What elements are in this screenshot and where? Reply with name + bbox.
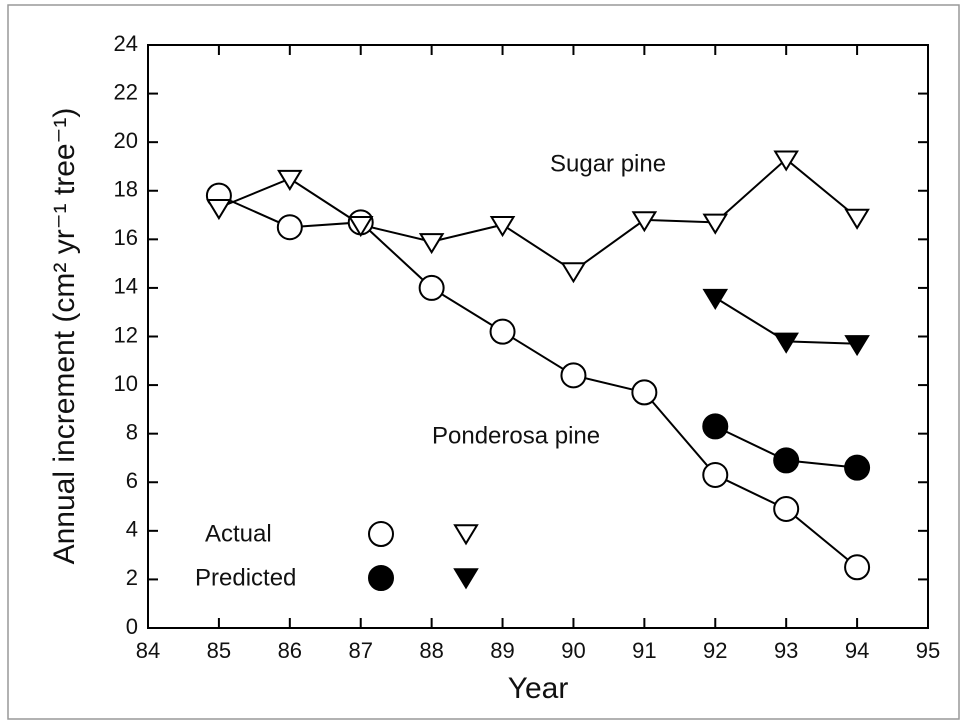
y-tick-label: 22	[114, 79, 138, 104]
x-tick-label: 88	[419, 638, 443, 663]
x-tick-label: 94	[845, 638, 869, 663]
y-tick-label: 10	[114, 371, 138, 396]
y-axis-label: Annual increment (cm² yr⁻¹ tree⁻¹)	[48, 108, 81, 565]
legend-marker	[368, 565, 394, 591]
legend-marker	[453, 524, 479, 546]
marker	[560, 262, 587, 284]
marker	[844, 554, 871, 581]
x-tick-label: 85	[207, 638, 231, 663]
y-tick-label: 16	[114, 225, 138, 250]
marker	[844, 454, 871, 481]
frame	[7, 4, 960, 720]
x-tick-label: 84	[136, 638, 160, 663]
marker	[277, 169, 303, 191]
marker	[206, 199, 232, 221]
legend-marker	[368, 521, 394, 547]
marker	[631, 211, 658, 233]
marker	[844, 208, 870, 230]
marker	[773, 447, 800, 474]
annotation: Sugar pine	[550, 150, 666, 177]
marker	[773, 495, 800, 522]
y-tick-label: 4	[126, 517, 138, 542]
marker	[773, 150, 799, 172]
marker	[702, 288, 729, 311]
x-axis-label: Year	[508, 672, 569, 705]
x-tick-label: 90	[561, 638, 585, 663]
x-tick-label: 89	[490, 638, 514, 663]
marker	[489, 318, 516, 345]
y-tick-label: 18	[114, 177, 138, 202]
y-tick-label: 14	[114, 274, 138, 299]
marker	[347, 216, 374, 238]
y-tick-label: 8	[126, 419, 138, 444]
marker	[702, 213, 729, 235]
marker	[418, 233, 445, 255]
marker	[844, 335, 870, 357]
marker	[560, 362, 587, 389]
y-tick-label: 20	[114, 128, 138, 153]
x-tick-label: 93	[774, 638, 798, 663]
annotation: Ponderosa pine	[432, 422, 600, 449]
marker	[489, 216, 516, 238]
x-tick-label: 86	[278, 638, 302, 663]
x-tick-label: 95	[916, 638, 940, 663]
x-tick-label: 92	[703, 638, 727, 663]
marker	[418, 274, 445, 301]
y-tick-label: 2	[126, 565, 138, 590]
y-tick-label: 6	[126, 468, 138, 493]
marker	[631, 379, 658, 406]
y-tick-label: 24	[114, 31, 138, 56]
marker	[773, 332, 799, 354]
series-line	[218, 157, 858, 273]
x-tick-label: 87	[348, 638, 372, 663]
marker	[702, 413, 729, 440]
y-tick-label: 0	[126, 614, 138, 639]
y-tick-label: 12	[114, 322, 138, 347]
marker	[702, 461, 729, 488]
x-tick-label: 91	[632, 638, 656, 663]
legend-marker	[453, 568, 479, 590]
legend-label: Actual	[205, 520, 272, 547]
series-line	[218, 194, 858, 569]
marker	[276, 214, 303, 241]
legend-label: Predicted	[195, 564, 296, 591]
